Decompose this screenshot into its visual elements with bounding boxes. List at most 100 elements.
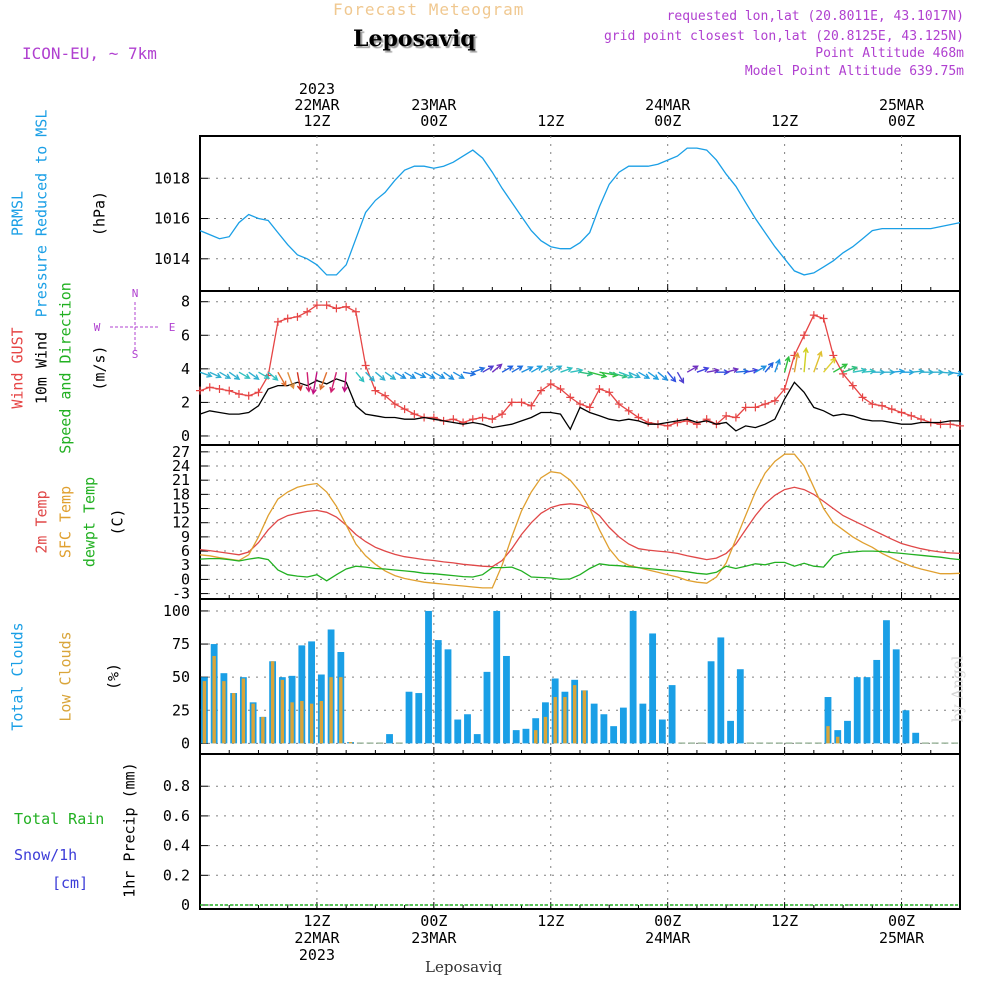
gust-marker [634, 413, 643, 422]
total-cloud-bar [454, 719, 462, 744]
wind-arrow [521, 366, 534, 373]
wind-arrow [628, 371, 641, 379]
low-cloud-bar [572, 685, 577, 744]
top-time-label: 23MAR [411, 96, 457, 114]
total-cloud-bar [434, 640, 442, 744]
y-tick-label: 0.4 [163, 837, 190, 855]
gust-marker [839, 369, 848, 378]
bottom-time-label: 24MAR [645, 929, 691, 947]
gust-marker [936, 420, 945, 429]
gust-marker [303, 307, 312, 316]
total-cloud-bar [688, 742, 695, 744]
model-point-altitude: Model Point Altitude 639.75m [744, 64, 964, 79]
gust-marker [205, 383, 214, 392]
compass-east: E [169, 321, 176, 334]
wind-arrow [696, 366, 710, 373]
y-tick-label: 8 [181, 293, 190, 311]
series-line-wind [199, 378, 960, 432]
top-time-label: 12Z [303, 112, 330, 130]
y-tick-label: 0.8 [163, 777, 190, 795]
axis-label: 2m Temp [33, 490, 51, 553]
gust-marker [293, 312, 302, 321]
bottom-time-label: 12Z [537, 912, 564, 930]
panel-pressure: 1014 1016 1018 PRMSL Pressure Reduced to MSL… [9, 110, 961, 317]
total-cloud-bar [658, 719, 666, 744]
wind-arrow [374, 371, 386, 381]
wind-arrow [462, 370, 477, 377]
total-cloud-bar [746, 742, 754, 744]
wind-arrow [355, 371, 365, 383]
y-tick-label: 24 [172, 457, 190, 475]
gust-marker [868, 400, 877, 409]
axis-label: (m/s) [91, 345, 109, 390]
grid-point-coordinates: grid point closest lon,lat (20.8125E, 43… [603, 29, 964, 44]
wind-arrow [423, 371, 436, 379]
total-cloud-bar [493, 610, 501, 744]
gust-marker [566, 393, 575, 402]
wind-arrow [676, 371, 685, 384]
axis-label: [cm] [52, 874, 88, 892]
wind-arrow [793, 351, 800, 373]
y-tick-label: 4 [181, 360, 190, 378]
gust-marker [429, 413, 438, 422]
wind-arrow [657, 371, 669, 381]
panel-wind: 0 2 4 6 8 Wind GUST 10m Wind Speed and Directio… [9, 282, 964, 454]
total-cloud-bar [717, 637, 725, 744]
y-tick-label: 0 [181, 570, 190, 588]
total-cloud-bar [415, 693, 423, 744]
gust-marker [478, 413, 487, 422]
total-cloud-bar [931, 742, 939, 744]
point-altitude: Point Altitude 468m [815, 46, 964, 61]
total-cloud-bar [425, 610, 432, 744]
wind-arrow [540, 366, 554, 373]
low-cloud-bar [212, 655, 216, 744]
low-cloud-bar [241, 678, 246, 744]
gust-marker [692, 420, 701, 429]
wind-arrow [199, 371, 213, 378]
low-cloud-bar [251, 703, 255, 744]
wind-arrow [706, 367, 720, 374]
low-cloud-bar [826, 726, 830, 744]
y-tick-label: 3 [181, 556, 190, 574]
total-cloud-bar [366, 742, 374, 744]
series-line-sfc [199, 453, 961, 589]
gust-marker [829, 351, 838, 360]
y-tick-label: 15 [172, 500, 190, 518]
wind-arrow [305, 372, 312, 393]
wind-arrow [745, 367, 759, 374]
wind-arrow [501, 365, 514, 373]
gust-marker [244, 391, 253, 400]
panel-frame [199, 135, 961, 292]
total-cloud-bar [386, 734, 393, 744]
y-tick-label: 18 [172, 485, 190, 503]
gust-marker [371, 386, 380, 395]
panel-precip: 0 0.2 0.4 0.6 0.8 Total Rain Snow/1h [cm] 1hr Pr… [14, 753, 961, 914]
gust-marker [956, 421, 964, 430]
gust-marker [761, 400, 770, 409]
axis-label: PRMSL [9, 191, 27, 236]
wind-arrow [414, 371, 427, 379]
top-time-label: 00Z [654, 112, 681, 130]
total-cloud-bar [376, 742, 384, 744]
y-tick-label: 25 [172, 701, 190, 719]
gust-marker [848, 381, 857, 390]
gust-marker [410, 410, 419, 419]
wind-arrow [570, 367, 584, 374]
gust-marker [605, 388, 614, 397]
wind-arrow [404, 371, 417, 379]
top-time-label: 2023 [299, 80, 335, 98]
total-cloud-bar [395, 742, 403, 744]
total-cloud-bar [707, 661, 715, 744]
total-cloud-bar [775, 742, 783, 744]
gust-marker [770, 396, 779, 405]
credit-text: by Angel [948, 655, 967, 723]
wind-arrow [365, 371, 376, 382]
wind-arrow [267, 371, 279, 381]
y-tick-label: 6 [181, 542, 190, 560]
bottom-time-label: 00Z [888, 912, 915, 930]
wind-arrow [783, 355, 791, 373]
y-tick-label: 1018 [154, 169, 190, 187]
bottom-time-label: 12Z [771, 912, 798, 930]
wind-arrow [341, 372, 348, 393]
wind-arrow [384, 371, 397, 380]
